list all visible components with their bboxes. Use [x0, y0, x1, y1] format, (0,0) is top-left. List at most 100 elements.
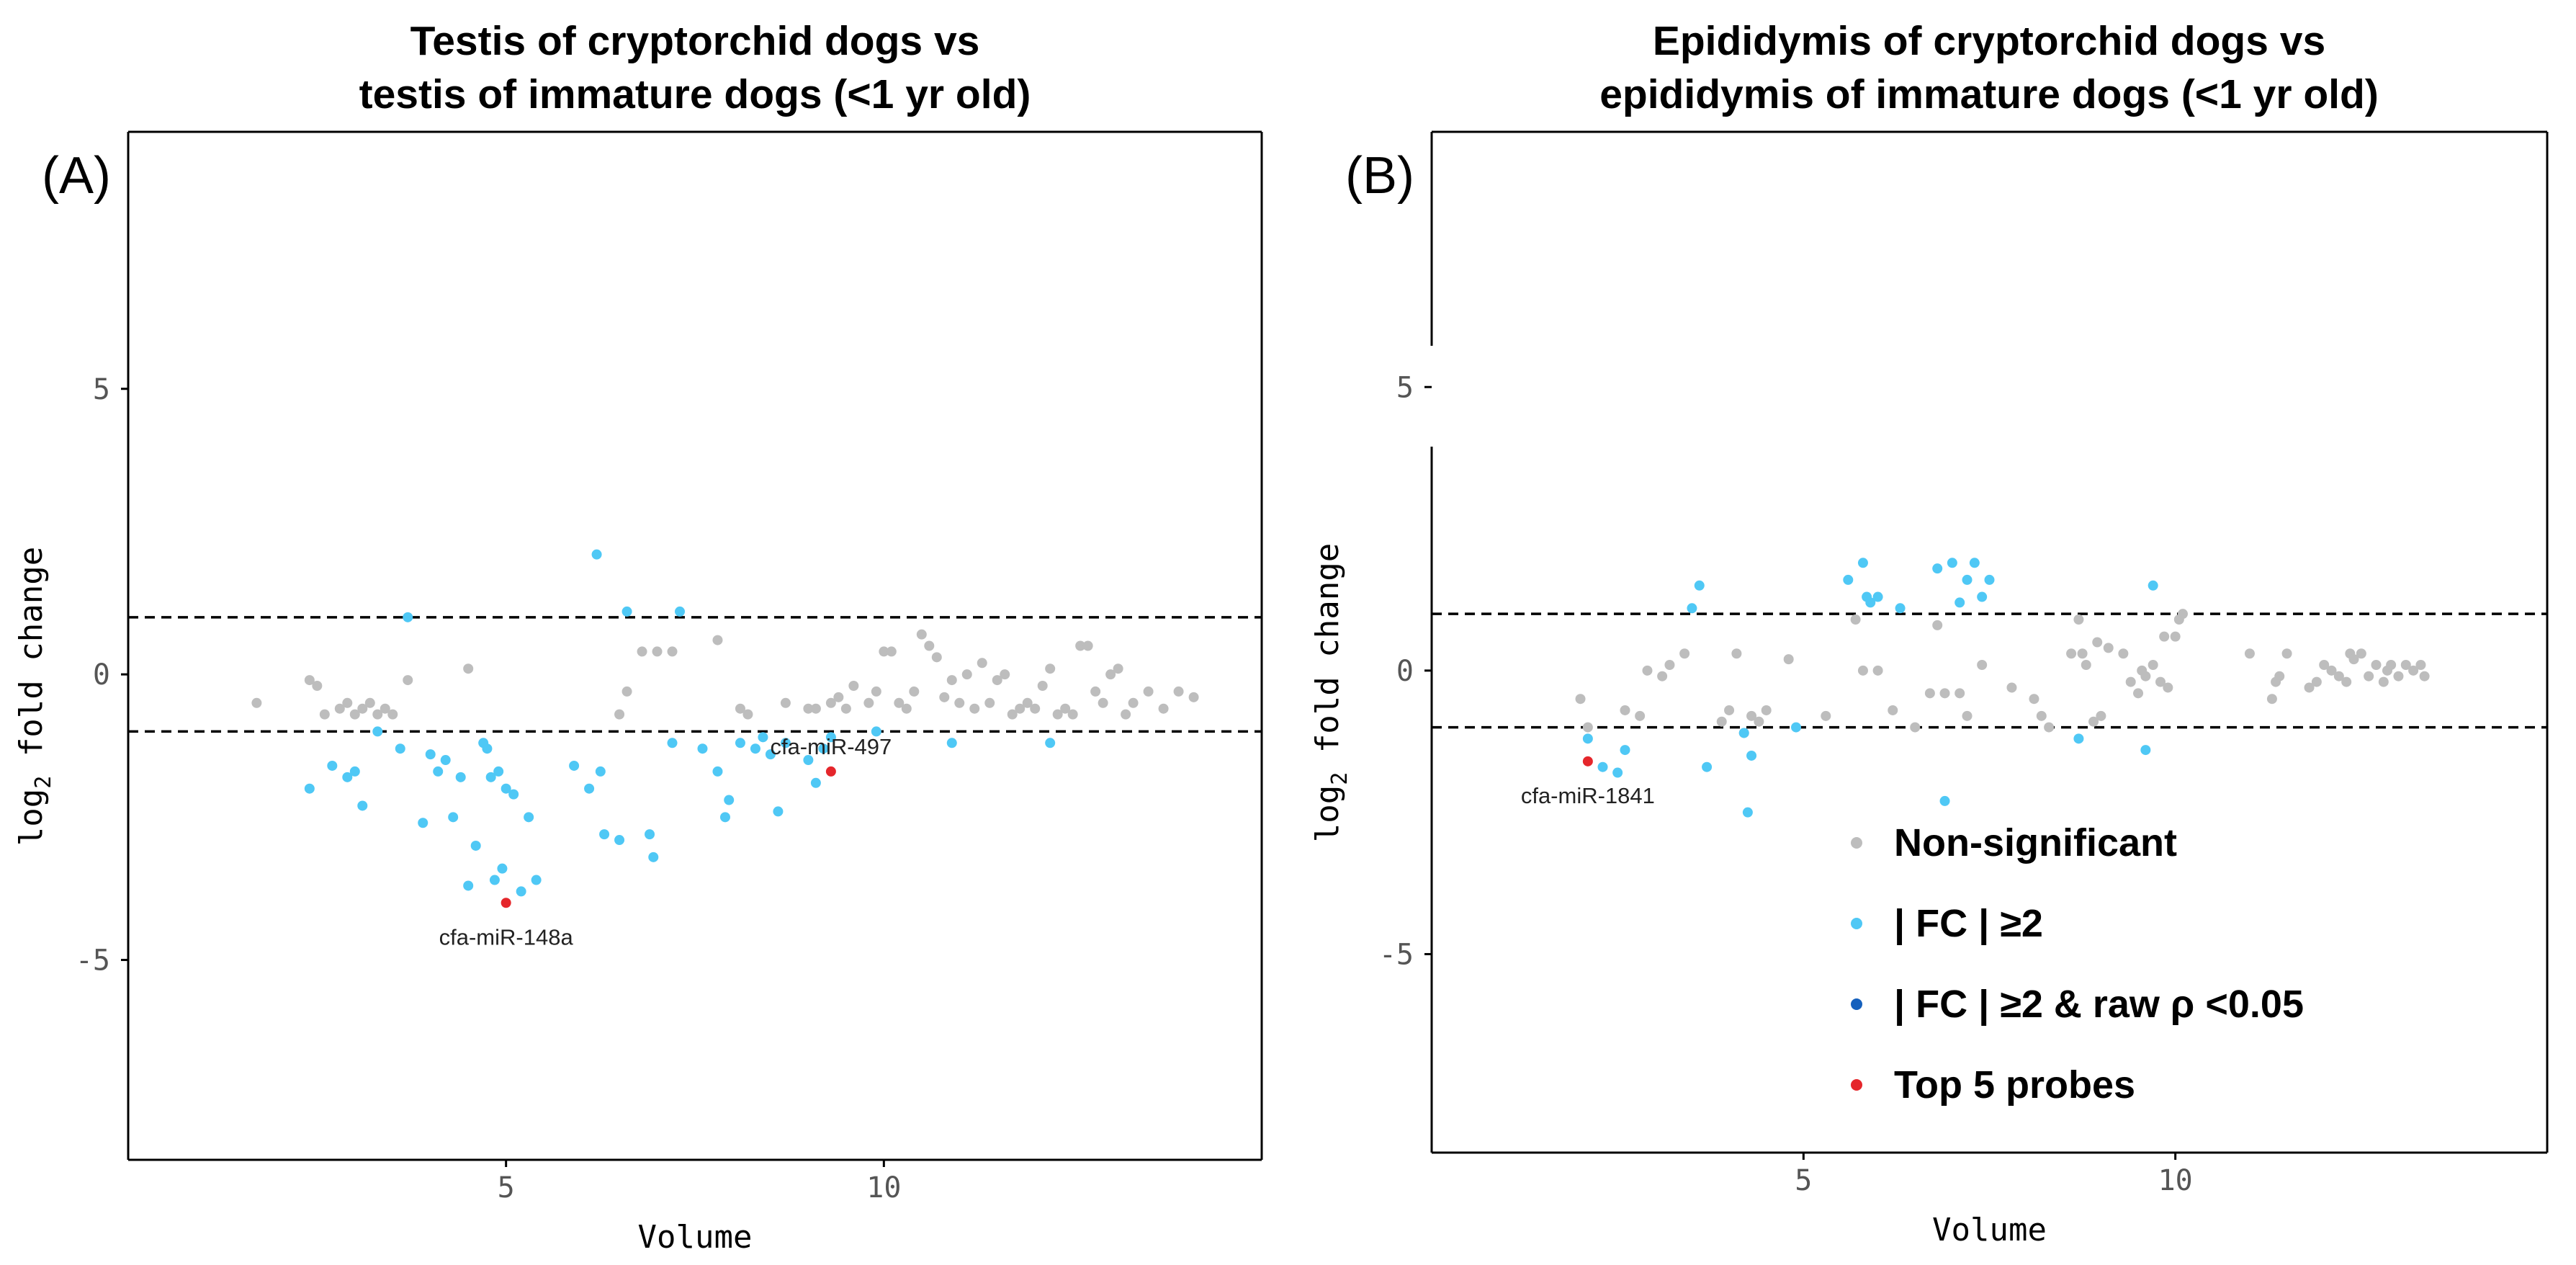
data-point-fc-ge-2: [569, 760, 580, 771]
data-point-non-significant: [1052, 709, 1063, 720]
y-axis-label-log: log: [13, 789, 50, 846]
data-point-non-significant: [1716, 716, 1727, 727]
data-point-fc-ge-2: [1582, 733, 1593, 744]
data-point-non-significant: [1113, 663, 1123, 674]
data-point-fc-ge-2: [1947, 558, 1957, 568]
data-point-non-significant: [1962, 710, 1973, 721]
data-point-fc-ge-2: [645, 829, 655, 840]
data-point-fc-ge-2: [342, 772, 353, 782]
data-point-non-significant: [1620, 705, 1630, 715]
data-point-non-significant: [931, 652, 942, 663]
data-point-non-significant: [1575, 694, 1586, 705]
data-point-non-significant: [894, 697, 905, 708]
legend: Non-significant | FC | ≥2 | FC | ≥2 & raw …: [1851, 821, 2304, 1107]
data-point-fc-ge-2: [621, 606, 632, 617]
data-point-non-significant: [879, 646, 889, 657]
data-point-non-significant: [901, 703, 912, 714]
data-point-fc-ge-2: [946, 738, 957, 748]
data-point-non-significant: [2088, 716, 2099, 727]
data-point-non-significant: [2304, 682, 2315, 693]
data-point-fc-ge-2: [1045, 738, 1056, 748]
data-point-non-significant: [637, 646, 647, 657]
data-point-non-significant: [1060, 703, 1071, 714]
data-point-non-significant: [969, 703, 980, 714]
data-point-non-significant: [1724, 705, 1735, 715]
y-tick-label: 0: [93, 658, 110, 692]
data-point-non-significant: [2077, 648, 2088, 659]
data-point-non-significant: [1121, 709, 1131, 720]
legend-label: Non-significant: [1894, 821, 2177, 864]
data-point-fc-ge-2: [599, 829, 610, 840]
data-point-non-significant: [1977, 659, 1988, 670]
legend-marker: [1851, 918, 1862, 929]
data-point-fc-ge-2: [403, 612, 413, 622]
data-point-fc-ge-2: [803, 755, 814, 766]
data-point-fc-ge-2: [349, 766, 360, 777]
data-point-non-significant: [886, 646, 897, 657]
data-point-non-significant: [319, 709, 330, 720]
data-point-fc-ge-2: [1620, 745, 1630, 756]
data-point-fc-ge-2: [2148, 580, 2158, 591]
data-point-non-significant: [1022, 697, 1033, 708]
data-point-top-probe: [501, 898, 511, 908]
data-point-non-significant: [1090, 686, 1101, 697]
data-point-non-significant: [1635, 710, 1646, 721]
data-point-non-significant: [1067, 709, 1078, 720]
y-tick-label: 5: [93, 373, 110, 406]
data-point-fc-ge-2: [1872, 591, 1883, 602]
legend-label: | FC | ≥2: [1894, 902, 2043, 946]
data-point-non-significant: [1821, 710, 1831, 721]
data-point-non-significant: [2356, 648, 2366, 659]
data-point-non-significant: [2073, 614, 2084, 625]
data-point-fc-ge-2: [1969, 558, 1980, 568]
data-point-fc-ge-2: [1857, 558, 1868, 568]
data-point-fc-ge-2: [1984, 574, 1995, 585]
data-point-fc-ge-2: [595, 766, 606, 777]
data-point-fc-ge-2: [2140, 745, 2151, 756]
y-axis-label-rest: fold change: [1309, 543, 1346, 772]
data-point-non-significant: [833, 692, 844, 702]
data-point-non-significant: [357, 703, 368, 714]
data-point-non-significant: [848, 680, 859, 691]
data-point-non-significant: [251, 697, 262, 708]
data-point-non-significant: [1105, 669, 1116, 680]
data-point-non-significant: [1188, 692, 1199, 702]
data-point-non-significant: [2408, 665, 2419, 676]
data-point-fc-ge-2: [719, 812, 730, 823]
data-point-non-significant: [1679, 648, 1690, 659]
data-point-fc-ge-2: [448, 812, 459, 823]
data-point-non-significant: [840, 703, 851, 714]
data-point-fc-ge-2: [433, 766, 444, 777]
data-point-non-significant: [2386, 659, 2397, 670]
data-point-non-significant: [2419, 671, 2430, 681]
data-point-non-significant: [1015, 703, 1026, 714]
data-point-non-significant: [1657, 671, 1668, 681]
chart-panel-a: Testis of cryptorchid dogs vs testis of i…: [13, 18, 1263, 1256]
x-tick-label: 10: [866, 1171, 901, 1204]
data-point-non-significant: [2393, 671, 2404, 681]
data-point-non-significant: [1158, 703, 1169, 714]
data-point-non-significant: [1731, 648, 1742, 659]
data-point-non-significant: [916, 629, 927, 640]
data-point-non-significant: [372, 709, 383, 720]
data-point-fc-ge-2: [372, 726, 383, 737]
data-point-fc-ge-2: [497, 863, 508, 874]
data-point-non-significant: [1000, 669, 1010, 680]
data-point-non-significant: [2177, 609, 2188, 620]
data-point-non-significant: [2274, 671, 2285, 681]
data-point-non-significant: [2103, 643, 2114, 653]
data-point-non-significant: [1030, 703, 1041, 714]
data-point-fc-ge-2: [1791, 722, 1802, 733]
data-point-non-significant: [946, 675, 957, 686]
data-point-top-probe: [1582, 756, 1593, 766]
chart-panel-b: Epididymis of cryptorchid dogs vs epididy…: [1309, 18, 2549, 1248]
data-point-fc-ge-2: [508, 789, 519, 800]
data-point-fc-ge-2: [818, 743, 829, 754]
data-point-fc-ge-2: [773, 806, 784, 817]
data-point-non-significant: [1075, 640, 1086, 651]
chart-title-line2: testis of immature dogs (<1 yr old): [359, 71, 1031, 117]
data-point-non-significant: [803, 703, 814, 714]
data-point-fc-ge-2: [780, 738, 791, 748]
